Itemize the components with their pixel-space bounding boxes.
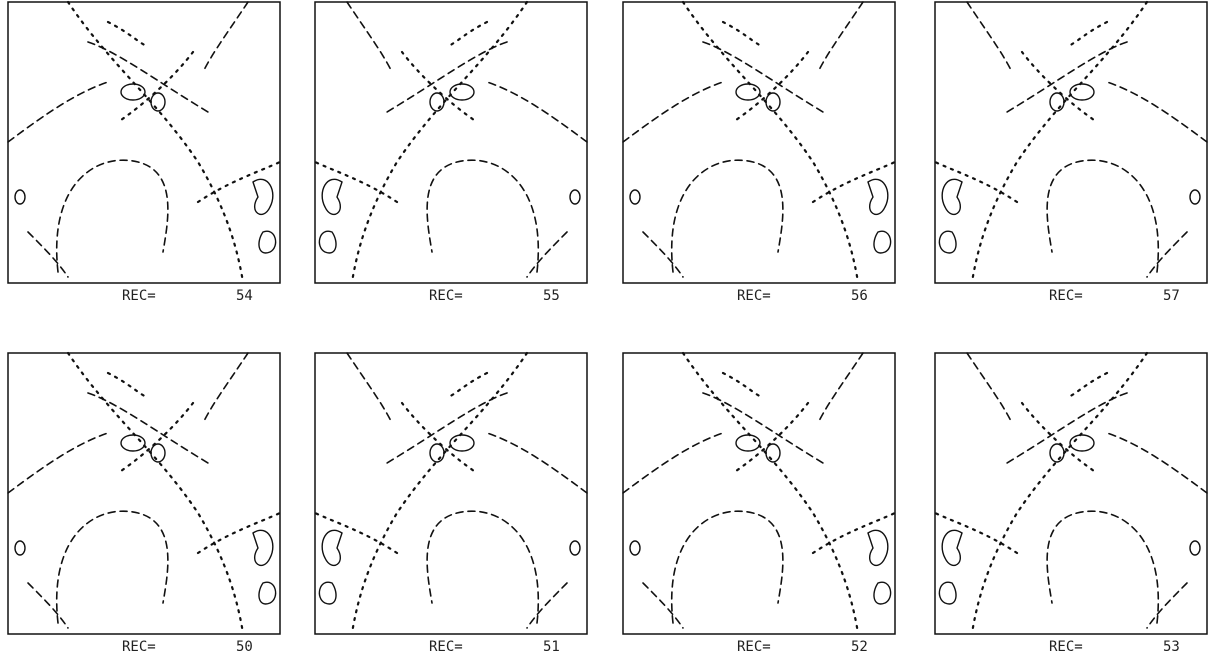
contour-panel: REC= 56 [621,0,897,304]
panel-frame [314,1,588,284]
contour-panel: REC= 52 [621,351,897,654]
contour-panel: REC= 50 [6,351,282,654]
contour-lines [6,351,282,635]
contour-panel: REC= 54 [6,0,282,304]
panel-frame [7,1,281,284]
contour-lines [313,0,589,284]
panel-number: 51 [543,639,560,654]
contour-lines [621,351,897,635]
panel-frame [7,352,281,635]
panel-frame [622,1,896,284]
panel-frame [934,1,1208,284]
panel-label: REC= [737,639,771,654]
contour-panel: REC= 55 [313,0,589,304]
panel-label: REC= [1049,288,1083,304]
panel-number: 53 [1163,639,1180,654]
panel-label: REC= [429,288,463,304]
panel-number: 50 [236,639,253,654]
panel-number: 52 [851,639,868,654]
contour-lines [621,0,897,284]
contour-panel: REC= 53 [933,351,1209,654]
panel-label: REC= [122,639,156,654]
panel-frame [934,352,1208,635]
contour-lines [933,0,1209,284]
panel-frame [314,352,588,635]
contour-lines [6,0,282,284]
panel-number: 54 [236,288,253,304]
contour-panel: REC= 51 [313,351,589,654]
panel-number: 57 [1163,288,1180,304]
contour-panel: REC= 57 [933,0,1209,304]
panel-number: 56 [851,288,868,304]
contour-lines [933,351,1209,635]
panel-number: 55 [543,288,560,304]
panel-label: REC= [737,288,771,304]
panel-label: REC= [122,288,156,304]
contour-lines [313,351,589,635]
panel-frame [622,352,896,635]
panel-label: REC= [1049,639,1083,654]
panel-label: REC= [429,639,463,654]
